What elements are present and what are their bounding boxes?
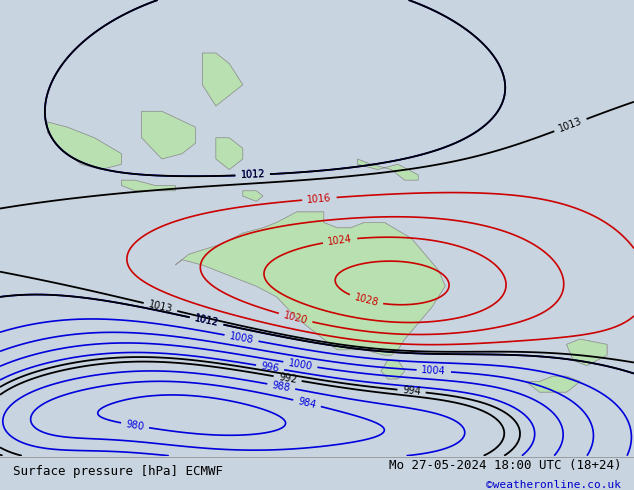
Polygon shape bbox=[216, 138, 243, 170]
Polygon shape bbox=[47, 122, 121, 170]
Polygon shape bbox=[358, 159, 418, 180]
Text: 1012: 1012 bbox=[240, 170, 265, 180]
Text: 1004: 1004 bbox=[421, 365, 446, 377]
Text: 996: 996 bbox=[260, 361, 280, 374]
Polygon shape bbox=[176, 212, 445, 355]
Polygon shape bbox=[567, 339, 607, 366]
Polygon shape bbox=[176, 212, 445, 355]
Text: 984: 984 bbox=[297, 396, 317, 410]
Text: 1008: 1008 bbox=[229, 331, 254, 345]
Polygon shape bbox=[141, 111, 196, 159]
Polygon shape bbox=[202, 53, 243, 106]
Polygon shape bbox=[381, 360, 404, 379]
Polygon shape bbox=[526, 376, 580, 392]
Polygon shape bbox=[121, 180, 176, 191]
Polygon shape bbox=[381, 360, 404, 379]
Text: 1013: 1013 bbox=[148, 299, 174, 315]
Text: 1000: 1000 bbox=[287, 358, 313, 371]
Text: Surface pressure [hPa] ECMWF: Surface pressure [hPa] ECMWF bbox=[13, 465, 223, 478]
Text: Mo 27-05-2024 18:00 UTC (18+24): Mo 27-05-2024 18:00 UTC (18+24) bbox=[389, 460, 621, 472]
Polygon shape bbox=[243, 191, 263, 201]
Text: 1012: 1012 bbox=[240, 170, 265, 180]
Text: 994: 994 bbox=[402, 385, 421, 397]
Polygon shape bbox=[526, 376, 580, 392]
Text: 1012: 1012 bbox=[193, 314, 219, 328]
Text: 1028: 1028 bbox=[353, 293, 379, 308]
Text: 992: 992 bbox=[278, 372, 297, 385]
Text: 988: 988 bbox=[271, 380, 291, 393]
Polygon shape bbox=[567, 339, 607, 366]
Text: 980: 980 bbox=[125, 419, 145, 432]
Text: 1016: 1016 bbox=[307, 193, 332, 205]
Text: 1024: 1024 bbox=[327, 234, 353, 247]
Text: 1013: 1013 bbox=[557, 116, 584, 134]
Text: 1020: 1020 bbox=[282, 310, 309, 326]
Text: ©weatheronline.co.uk: ©weatheronline.co.uk bbox=[486, 480, 621, 490]
Text: 1012: 1012 bbox=[193, 314, 219, 328]
